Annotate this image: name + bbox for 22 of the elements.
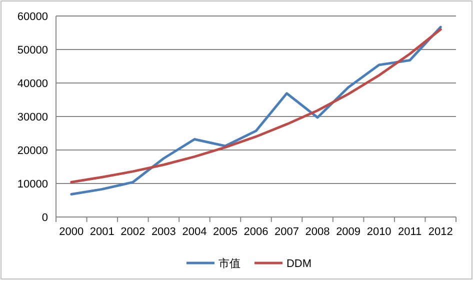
x-tick-label: 2003 (151, 226, 176, 238)
x-tick-label: 2008 (305, 226, 330, 238)
x-tick-label: 2001 (90, 226, 114, 238)
x-tick-label: 2000 (59, 226, 84, 238)
y-tick-label: 10000 (17, 178, 48, 190)
y-tick-label: 40000 (17, 78, 48, 90)
x-tick-label: 2011 (398, 226, 422, 238)
x-tick-label: 2002 (120, 226, 146, 238)
y-tick-label: 0 (42, 212, 48, 224)
x-tick-label: 2007 (274, 226, 300, 238)
legend-label: 市值 (218, 257, 240, 270)
x-tick-label: 2006 (244, 226, 268, 238)
x-tick-label: 2004 (182, 226, 207, 238)
x-tick-label: 2012 (428, 226, 453, 238)
x-tick-label: 2010 (366, 226, 392, 238)
legend-label: DDM (286, 258, 312, 270)
y-tick-label: 30000 (17, 112, 48, 124)
x-tick-label: 2005 (212, 226, 238, 238)
y-tick-label: 60000 (17, 11, 48, 23)
x-tick-label: 2009 (336, 226, 361, 238)
y-tick-label: 50000 (17, 44, 48, 56)
y-tick-label: 20000 (17, 145, 48, 157)
